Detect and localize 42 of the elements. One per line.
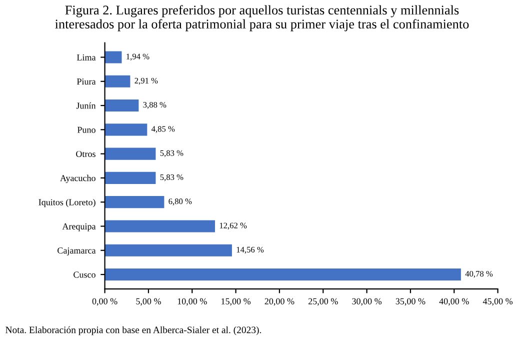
text: Nota. Elaboración propia con base en Alberca-Sialer et al. (2023). — [6, 326, 262, 336]
data-label: 14,56 % — [236, 246, 264, 254]
x-tick-label: 0,00 % — [92, 298, 118, 306]
y-tick-label: Piura — [76, 78, 96, 85]
y-tick-label: Cusco — [74, 272, 96, 278]
y-tick-label: Lima — [76, 54, 96, 60]
data-label: 4,85 % — [151, 126, 175, 133]
data-label: 1,94 % — [126, 54, 150, 61]
x-tick-label: 25,00 % — [308, 298, 338, 306]
x-tick-label: 15,00 % — [222, 298, 251, 306]
x-tick-label: 10,00 % — [178, 298, 207, 306]
data-label: 2,91 % — [134, 78, 158, 85]
data-label: 12,62 % — [220, 222, 247, 230]
bar — [104, 220, 216, 232]
y-tick-label: Otros — [76, 150, 96, 158]
y-tick-label: Puno — [77, 126, 96, 133]
y-tick-label: Arequipa — [62, 223, 96, 232]
bar — [104, 75, 130, 88]
x-tick-label: 35,00 % — [396, 298, 426, 306]
data-label: 5,83 % — [160, 174, 184, 182]
x-tick-label: 45,00 % — [482, 298, 513, 306]
y-tick-label: Iquitos (Loreto) — [38, 198, 96, 208]
bar — [104, 196, 164, 208]
bar — [104, 268, 461, 281]
bar — [104, 172, 156, 184]
x-tick-label: 20,00 % — [264, 298, 294, 306]
data-label: 6,80 % — [168, 198, 192, 206]
y-tick-label: Junín — [76, 102, 96, 109]
data-label: 40,78 % — [465, 270, 493, 278]
x-tick-label: 30,00 % — [352, 298, 382, 306]
bar — [104, 244, 232, 256]
x-tick-label: 5,00 % — [136, 298, 161, 306]
bar — [104, 51, 122, 64]
bar — [104, 124, 148, 136]
bar — [104, 99, 139, 112]
chart-title: Figura 2. Lugares preferidos por aquellos turistas centennials y millennials interesados por la oferta patrimonial para su primer viaje tras el confinamiento — [55, 5, 469, 32]
data-label: 5,83 % — [160, 150, 184, 158]
x-tick-label: 40,00 % — [439, 298, 469, 306]
data-label: 3,88 % — [143, 102, 166, 109]
y-tick-label: Ayacucho — [60, 174, 96, 184]
bar — [104, 148, 156, 160]
y-tick-label: Cajamarca — [58, 248, 96, 256]
